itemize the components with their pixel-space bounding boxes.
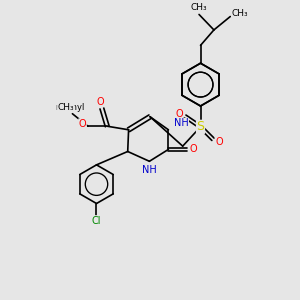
Text: CH₃: CH₃ <box>58 103 74 112</box>
Text: S: S <box>196 120 205 133</box>
Text: O: O <box>97 97 104 107</box>
Text: NH: NH <box>174 118 188 128</box>
Text: O: O <box>190 144 197 154</box>
Text: CH₃: CH₃ <box>191 3 207 12</box>
Text: Cl: Cl <box>92 216 101 226</box>
Text: O: O <box>79 119 86 129</box>
Text: methyl: methyl <box>55 103 84 112</box>
Text: NH: NH <box>142 165 157 175</box>
Text: CH₃: CH₃ <box>231 9 248 18</box>
Text: O: O <box>215 137 223 147</box>
Text: O: O <box>175 109 183 119</box>
